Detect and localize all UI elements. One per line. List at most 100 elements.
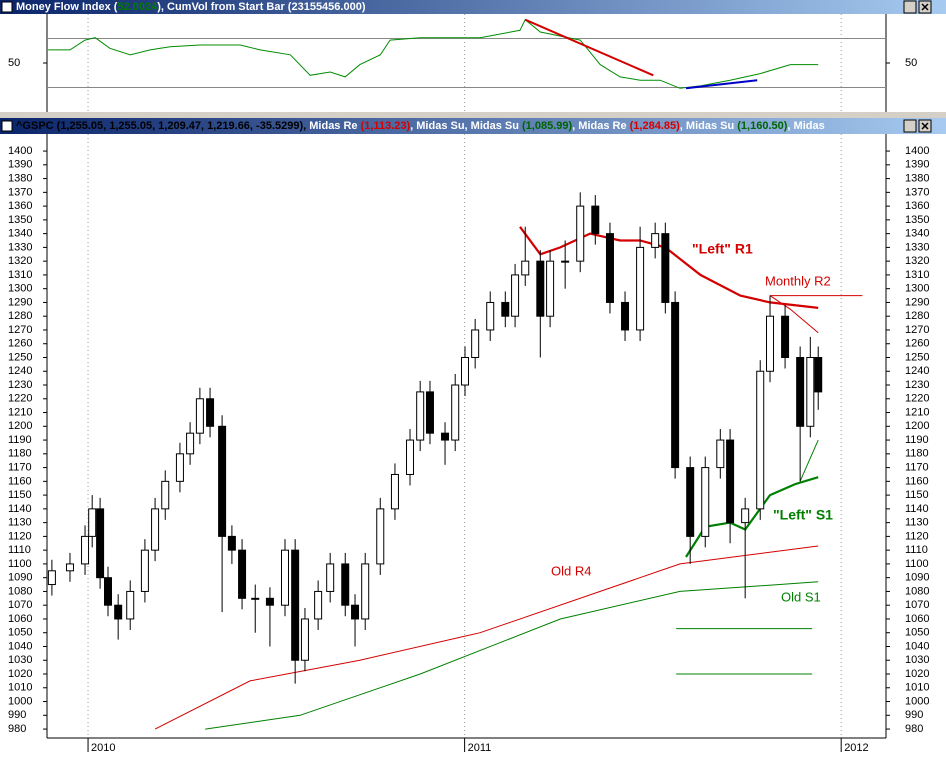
title-segment: , Midas Su, Midas Su xyxy=(410,120,522,132)
y-tick-label-right: 1050 xyxy=(905,627,929,639)
candle-body xyxy=(126,590,135,620)
y-tick-label: 980 xyxy=(8,723,26,735)
maximize-button[interactable] xyxy=(903,119,917,133)
candle-body xyxy=(326,563,335,592)
maximize-button[interactable] xyxy=(903,0,917,14)
y-tick-label-right: 1150 xyxy=(905,489,929,501)
y-tick-label-right: 1190 xyxy=(905,434,929,446)
y-tick-label: 1140 xyxy=(8,503,32,515)
price-title-bar xyxy=(0,118,946,134)
y-tick-label: 1000 xyxy=(8,695,32,707)
splitter xyxy=(0,112,946,118)
y-tick-label-right: 1220 xyxy=(905,393,929,405)
candle-body xyxy=(251,597,260,600)
candle-body xyxy=(701,467,710,537)
candle-body xyxy=(195,398,204,434)
candle-body xyxy=(471,329,480,358)
candle-body xyxy=(425,391,434,434)
candle-body xyxy=(47,570,56,586)
candle-body xyxy=(536,260,545,317)
candle-body xyxy=(441,432,450,441)
y-tick-label: 990 xyxy=(8,709,26,721)
y-tick-label-right: 1200 xyxy=(905,420,929,432)
y-tick-label: 1020 xyxy=(8,668,32,680)
y-tick-label: 1350 xyxy=(8,214,32,226)
candle-body xyxy=(265,597,274,606)
candle-body xyxy=(416,391,425,441)
y-tick-label-right: 1130 xyxy=(905,517,929,529)
candle-body xyxy=(756,370,765,510)
candle-body xyxy=(806,356,815,427)
y-tick-label-right: 1180 xyxy=(905,448,929,460)
y-tick-label-right: 1290 xyxy=(905,296,929,308)
y-tick-label-right: 1080 xyxy=(905,585,929,597)
y-tick-label-right: 50 xyxy=(905,57,917,69)
restore-button[interactable] xyxy=(1,120,13,132)
candle-body xyxy=(81,535,90,565)
y-tick-label-right: 1210 xyxy=(905,406,929,418)
candle-body xyxy=(511,274,520,317)
candle-body xyxy=(651,233,660,248)
y-tick-label-right: 1240 xyxy=(905,365,929,377)
y-tick-label-right: 1040 xyxy=(905,640,929,652)
mfi-line xyxy=(48,18,819,89)
y-tick-label: 1250 xyxy=(8,351,32,363)
panel-title: Money Flow Index (52.0024), CumVol from … xyxy=(16,1,366,13)
candle-body xyxy=(300,618,309,661)
candle-body xyxy=(218,425,227,537)
candle-body xyxy=(186,432,195,455)
y-tick-label-right: 1310 xyxy=(905,269,929,281)
title-segment: ^GSPC (1,255.05, 1,255.05, 1,209.47, 1,2… xyxy=(16,120,309,132)
y-tick-label: 1220 xyxy=(8,393,32,405)
y-tick-label-right: 1090 xyxy=(905,572,929,584)
candle-body xyxy=(486,301,495,331)
y-tick-label-right: 1030 xyxy=(905,654,929,666)
y-tick-label: 1330 xyxy=(8,241,32,253)
candle-body xyxy=(390,473,399,510)
y-tick-label: 1080 xyxy=(8,585,32,597)
title-segment: , Midas Su xyxy=(680,120,737,132)
candle-body xyxy=(796,356,805,427)
candle-body xyxy=(361,563,370,620)
candle-body xyxy=(741,508,750,524)
y-tick-label: 1320 xyxy=(8,255,32,267)
y-tick-label: 1230 xyxy=(8,379,32,391)
y-tick-label-right: 1320 xyxy=(905,255,929,267)
y-tick-label-right: 1280 xyxy=(905,310,929,322)
indicator-line xyxy=(154,545,819,730)
y-tick-label: 1150 xyxy=(8,489,32,501)
title-segment: , Midas xyxy=(787,120,824,132)
y-tick-label-right: 1390 xyxy=(905,159,929,171)
indicator-line xyxy=(205,581,819,730)
candle-body xyxy=(460,356,469,386)
y-tick-label-right: 1230 xyxy=(905,379,929,391)
title-segment: (1,284.85) xyxy=(630,120,680,132)
y-tick-label-right: 1340 xyxy=(905,228,929,240)
y-tick-label: 1260 xyxy=(8,338,32,350)
candle-body xyxy=(501,301,510,317)
y-tick-label: 1300 xyxy=(8,283,32,295)
y-tick-label-right: 1370 xyxy=(905,186,929,198)
y-tick-label-right: 1100 xyxy=(905,558,929,570)
indicator-line xyxy=(769,295,819,334)
candle-body xyxy=(175,453,184,482)
y-tick-label: 1400 xyxy=(8,145,32,157)
y-tick-label-right: 1260 xyxy=(905,338,929,350)
y-tick-label: 1010 xyxy=(8,682,32,694)
candle-body xyxy=(814,356,823,393)
y-tick-label: 1070 xyxy=(8,599,32,611)
title-segment: (1,113.23) xyxy=(361,120,411,132)
y-tick-label: 1280 xyxy=(8,310,32,322)
trendline xyxy=(685,79,758,90)
y-tick-label: 1040 xyxy=(8,640,32,652)
title-segment: Midas Re xyxy=(309,120,360,132)
y-tick-label-right: 1010 xyxy=(905,682,929,694)
restore-button[interactable] xyxy=(1,1,13,13)
y-tick-label: 1200 xyxy=(8,420,32,432)
candle-body xyxy=(726,439,735,524)
y-tick-label-right: 1170 xyxy=(905,461,929,473)
y-tick-label: 1090 xyxy=(8,572,32,584)
candle-body xyxy=(238,549,247,599)
y-tick-label-right: 1270 xyxy=(905,324,929,336)
